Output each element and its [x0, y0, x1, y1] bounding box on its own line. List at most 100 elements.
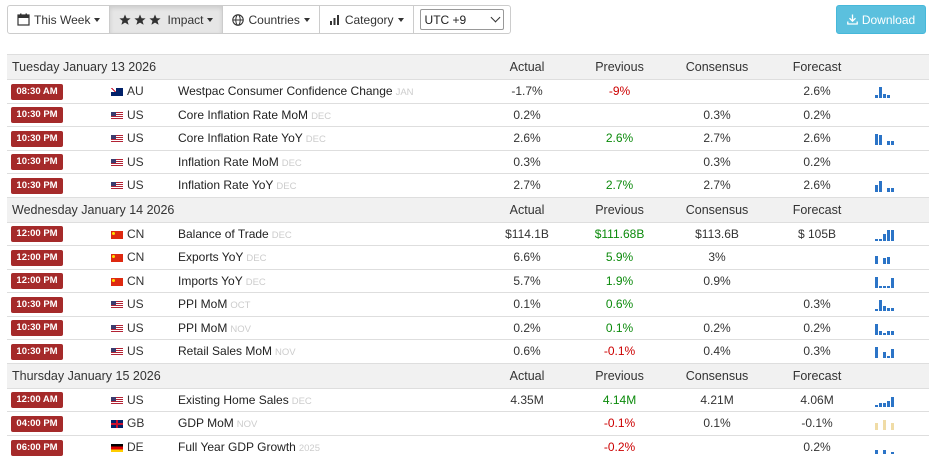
chevron-down-icon: [94, 17, 101, 22]
download-button[interactable]: Download: [836, 5, 926, 34]
previous-cell: [572, 102, 668, 127]
event-name-link[interactable]: Westpac Consumer Confidence Change: [178, 84, 393, 99]
event-row[interactable]: 10:30 PM US PPI MoM NOV 0.2% 0.1% 0.2% 0.2%: [7, 315, 929, 340]
sparkline-chart[interactable]: [875, 274, 929, 288]
sparkline-bar: [879, 330, 883, 335]
event-cell: Core Inflation Rate YoY DEC: [177, 126, 483, 150]
sparkline-chart[interactable]: [875, 393, 929, 407]
reference-period: NOV: [275, 347, 296, 359]
previous-value: 5.9%: [605, 250, 634, 265]
timezone-select[interactable]: UTC +9: [419, 9, 504, 30]
event-row[interactable]: 06:00 PM DE Full Year GDP Growth 2025 -0.2% 0…: [7, 434, 929, 459]
event-row[interactable]: 12:00 PM CN Imports YoY DEC 5.7% 1.9% 0.9%: [7, 268, 929, 293]
column-header-previous: Previous: [572, 362, 668, 388]
this-week-dropdown[interactable]: This Week: [7, 5, 111, 34]
sparkline-chart[interactable]: [875, 155, 929, 169]
sparkline-chart[interactable]: [875, 321, 929, 335]
event-row[interactable]: 12:00 PM CN Balance of Trade DEC $114.1B $111…: [7, 221, 929, 246]
sparkline-cell: [867, 126, 929, 150]
previous-cell: 0.1%: [572, 315, 668, 340]
sparkline-cell: [867, 339, 929, 363]
sparkline-bar: [887, 285, 891, 288]
event-row[interactable]: 10:30 PM US Core Inflation Rate MoM DEC 0.2%…: [7, 102, 929, 127]
sparkline-bar: [891, 308, 895, 312]
event-row[interactable]: 12:00 PM CN Exports YoY DEC 6.6% 5.9% 3%: [7, 245, 929, 269]
event-row[interactable]: 08:30 AM AU Westpac Consumer Confidence Ch…: [7, 79, 929, 103]
sparkline-chart[interactable]: [875, 416, 929, 431]
header-spacer: [867, 196, 929, 222]
event-name-link[interactable]: GDP MoM: [178, 416, 234, 431]
forecast-value: 2.6%: [767, 173, 868, 197]
event-name-link[interactable]: Existing Home Sales: [178, 392, 289, 407]
event-cell: GDP MoM NOV: [177, 411, 483, 435]
event-row[interactable]: 10:30 PM US Retail Sales MoM NOV 0.6% -0.1% 0.…: [7, 339, 929, 363]
day-date: Wednesday January 14 2026: [7, 196, 483, 222]
event-row[interactable]: 10:30 PM US Core Inflation Rate YoY DEC 2.6%…: [7, 126, 929, 150]
sparkline-chart[interactable]: [875, 108, 929, 122]
event-row[interactable]: 10:30 PM US PPI MoM OCT 0.1% 0.6% 0.3%: [7, 292, 929, 316]
stars-icon: [119, 14, 162, 25]
country-code: US: [127, 392, 144, 407]
sparkline-chart[interactable]: [875, 131, 929, 146]
event-cell: PPI MoM NOV: [177, 315, 483, 340]
event-row[interactable]: 10:30 PM US Inflation Rate MoM DEC 0.3% 0.3% 0…: [7, 149, 929, 174]
forecast-value: 2.6%: [767, 79, 868, 103]
event-name-link[interactable]: Inflation Rate YoY: [178, 178, 274, 193]
event-row[interactable]: 12:00 AM US Existing Home Sales DEC 4.35M 4.1…: [7, 387, 929, 412]
event-name-link[interactable]: Exports YoY: [178, 250, 244, 265]
flag-us-icon: [111, 324, 123, 333]
country-code: CN: [127, 273, 145, 288]
event-row[interactable]: 10:30 PM US Inflation Rate YoY DEC 2.7% 2.7% 2…: [7, 173, 929, 197]
previous-cell: 5.9%: [572, 245, 668, 269]
flag-cn-icon: [111, 277, 123, 286]
globe-icon: [232, 13, 245, 26]
event-name-link[interactable]: PPI MoM: [178, 320, 228, 335]
sparkline-bar: [887, 308, 891, 312]
event-name-link[interactable]: Retail Sales MoM: [178, 344, 273, 359]
column-header-previous: Previous: [572, 196, 668, 222]
event-name-link[interactable]: Core Inflation Rate MoM: [178, 107, 309, 122]
event-name-link[interactable]: Core Inflation Rate YoY: [178, 131, 303, 146]
actual-value: 0.3%: [482, 149, 573, 174]
sparkline-cell: [867, 221, 929, 246]
consensus-value: 4.21M: [667, 387, 768, 412]
time-badge: 10:30 PM: [11, 177, 63, 194]
sparkline-chart[interactable]: [875, 344, 929, 359]
forecast-value: $ 105B: [767, 221, 868, 246]
column-header-actual: Actual: [482, 362, 573, 388]
time-badge: 08:30 AM: [11, 83, 63, 100]
reference-period: DEC: [291, 395, 312, 407]
time-cell: 10:30 PM: [7, 173, 102, 197]
sparkline-cell: [867, 173, 929, 197]
sparkline-chart[interactable]: [875, 227, 929, 241]
sparkline-chart[interactable]: [875, 250, 929, 265]
event-row[interactable]: 04:00 PM GB GDP MoM NOV -0.1% 0.1% -0.1%: [7, 411, 929, 435]
sparkline-bar: [891, 229, 895, 241]
category-dropdown[interactable]: Category: [318, 5, 414, 34]
event-name-link[interactable]: Full Year GDP Growth: [178, 440, 296, 454]
previous-value: 0.1%: [605, 320, 634, 335]
event-name-link[interactable]: Imports YoY: [178, 273, 243, 288]
previous-cell: -0.2%: [572, 434, 668, 459]
sparkline-chart[interactable]: [875, 297, 929, 312]
column-header-previous: Previous: [572, 54, 668, 80]
sparkline-bar: [875, 185, 879, 193]
sparkline-chart[interactable]: [875, 178, 929, 193]
consensus-value: 0.1%: [667, 411, 768, 435]
event-cell: Full Year GDP Growth 2025: [177, 434, 483, 459]
countries-dropdown[interactable]: Countries: [222, 5, 320, 34]
event-name-link[interactable]: PPI MoM: [178, 297, 228, 312]
time-cell: 10:30 PM: [7, 102, 102, 127]
download-icon: [846, 14, 858, 25]
previous-cell: -0.1%: [572, 411, 668, 435]
event-name-link[interactable]: Balance of Trade: [178, 226, 269, 241]
sparkline-chart[interactable]: [875, 84, 929, 99]
country-code: US: [127, 320, 144, 335]
impact-dropdown[interactable]: Impact: [109, 5, 224, 34]
event-name-link[interactable]: Inflation Rate MoM: [178, 154, 279, 169]
sparkline-chart[interactable]: [875, 440, 929, 454]
time-cell: 10:30 PM: [7, 339, 102, 363]
sparkline-bar: [887, 229, 891, 241]
country-code: US: [127, 344, 144, 359]
sparkline-cell: [867, 434, 929, 459]
